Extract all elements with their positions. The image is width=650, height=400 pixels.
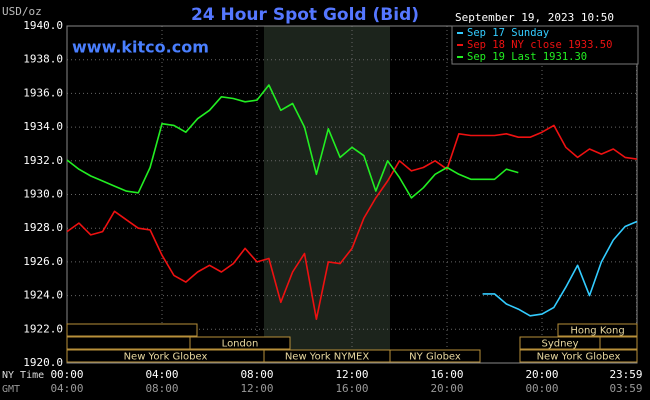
x-tick-label: 00:00 [50, 368, 83, 381]
timestamp: September 19, 2023 10:50 [455, 11, 614, 24]
series-line [66, 84, 519, 199]
x2-tick-label: 16:00 [335, 382, 368, 395]
y-tick-label: 1924.0 [23, 289, 63, 302]
x-tick-label: 12:00 [335, 368, 368, 381]
session-label: London [222, 339, 259, 350]
series-line [482, 220, 638, 317]
x2-tick-label: 20:00 [430, 382, 463, 395]
y-tick-label: 1926.0 [23, 255, 63, 268]
session-box [66, 336, 191, 350]
x-tick-label: 23:59 [609, 368, 642, 381]
y-tick-label: 1930.0 [23, 188, 63, 201]
session-box [389, 349, 481, 363]
session-box [557, 323, 638, 337]
chart-title: 24 Hour Spot Gold (Bid) [191, 5, 419, 25]
y-tick-label: 1938.0 [23, 53, 63, 66]
session-label: New York Globex [124, 352, 208, 363]
x2-tick-label: 04:00 [50, 382, 83, 395]
x-tick-label: 08:00 [240, 368, 273, 381]
legend [451, 25, 639, 65]
session-box [66, 323, 198, 337]
x-tick-label: 16:00 [430, 368, 463, 381]
session-box [599, 336, 638, 350]
unit-label: USD/oz [2, 5, 42, 18]
session-label: New York NYMEX [285, 352, 370, 363]
lines [66, 84, 638, 320]
y-tick-label: 1920.0 [23, 356, 63, 369]
series-line [66, 124, 638, 320]
x2-tick-label: 03:59 [609, 382, 642, 395]
x2-tick-label: 08:00 [145, 382, 178, 395]
session-label: Sydney [541, 339, 578, 350]
x-row-label: GMT [2, 384, 20, 395]
y-tick-label: 1922.0 [23, 322, 63, 335]
session-label: Hong Kong [570, 326, 624, 337]
plot-frame [66, 25, 638, 364]
legend-label: Sep 19 Last 1931.30 [467, 51, 587, 63]
x-tick-label: 04:00 [145, 368, 178, 381]
session-label: NY Globex [409, 352, 461, 363]
x2-tick-label: 12:00 [240, 382, 273, 395]
y-tick-label: 1932.0 [23, 154, 63, 167]
session-box [189, 336, 291, 350]
y-tick-label: 1928.0 [23, 221, 63, 234]
y-tick-label: 1940.0 [23, 19, 63, 32]
x-tick-label: 20:00 [525, 368, 558, 381]
session-label: New York Globex [537, 352, 621, 363]
y-tick-label: 1936.0 [23, 86, 63, 99]
session-box [519, 349, 638, 363]
watermark: www.kitco.com [72, 38, 209, 57]
legend-label: Sep 18 NY close 1933.50 [467, 39, 612, 51]
legend-label: Sep 17 Sunday [467, 27, 549, 39]
x-row-label: NY Time [2, 370, 44, 381]
y-tick-label: 1934.0 [23, 120, 63, 133]
x2-tick-label: 00:00 [525, 382, 558, 395]
sessions: Hong Kong London Sydney New York Globex New … [66, 323, 638, 363]
